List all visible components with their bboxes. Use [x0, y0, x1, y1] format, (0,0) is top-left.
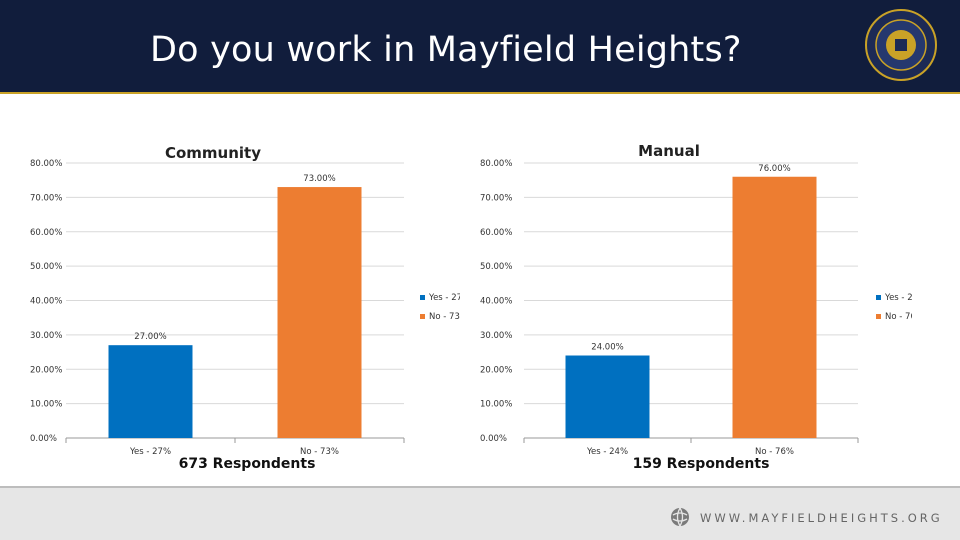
- x-category-label: Yes - 27%: [129, 447, 171, 457]
- y-tick-label: 70.00%: [480, 193, 512, 203]
- y-tick-label: 30.00%: [30, 331, 62, 341]
- chart-community-svg: 0.00% 10.00% 20.00% 30.00% 40.00% 50.00% 60.00…: [30, 159, 470, 457]
- bar: [565, 355, 650, 438]
- chart-manual-svg: 0.00% 10.00% 20.00% 30.00% 40.00% 50.00% 60.00…: [480, 159, 926, 457]
- x-category-label: Yes - 24%: [586, 447, 628, 457]
- y-tick-label: 80.00%: [30, 159, 62, 169]
- y-tick-label: 10.00%: [480, 400, 512, 410]
- slide-title: Do you work in Mayfield Heights?: [150, 30, 742, 70]
- chart-community: 0.00% 10.00% 20.00% 30.00% 40.00% 50.00% 60.00…: [0, 130, 470, 480]
- legend-entry: No - 73%: [429, 312, 460, 322]
- data-label: 76.00%: [758, 164, 790, 174]
- x-category-label: No - 76%: [755, 447, 794, 457]
- x-category-label: No - 73%: [300, 447, 339, 457]
- globe-icon: [671, 507, 689, 527]
- y-tick-label: 50.00%: [480, 262, 512, 272]
- legend-swatch: [876, 314, 881, 319]
- bar: [732, 176, 817, 438]
- legend-swatch: [420, 314, 425, 319]
- y-tick-label: 40.00%: [480, 297, 512, 307]
- data-label: 73.00%: [303, 174, 335, 184]
- data-label: 27.00%: [134, 332, 166, 342]
- y-tick-label: 80.00%: [480, 159, 512, 169]
- y-tick-label: 60.00%: [480, 228, 512, 238]
- y-tick-label: 0.00%: [30, 434, 57, 444]
- data-label: 24.00%: [591, 343, 623, 353]
- legend-entry: Yes - 24%: [884, 293, 912, 303]
- y-tick-label: 40.00%: [30, 297, 62, 307]
- legend-swatch: [876, 295, 881, 300]
- bar: [108, 345, 193, 438]
- footer-url[interactable]: WWW.MAYFIELDHEIGHTS.ORG: [700, 511, 943, 525]
- y-tick-label: 60.00%: [30, 228, 62, 238]
- footer-bar: [0, 488, 960, 540]
- footer-divider: [0, 486, 960, 488]
- chart-title: Community: [164, 144, 262, 162]
- y-tick-label: 20.00%: [30, 365, 62, 375]
- respondents-count: 159 Respondents: [632, 456, 770, 472]
- y-tick-label: 70.00%: [30, 193, 62, 203]
- y-tick-label: 50.00%: [30, 262, 62, 272]
- y-tick-label: 30.00%: [480, 331, 512, 341]
- legend-entry: Yes - 27%: [428, 293, 460, 303]
- city-seal-icon: [865, 9, 937, 81]
- legend-swatch: [420, 295, 425, 300]
- y-tick-label: 10.00%: [30, 400, 62, 410]
- respondents-count: 673 Respondents: [178, 456, 316, 472]
- chart-manual: 0.00% 10.00% 20.00% 30.00% 40.00% 50.00% 60.00…: [452, 130, 926, 480]
- header-bar: [0, 0, 960, 92]
- header-accent-line: [0, 92, 960, 94]
- y-tick-label: 0.00%: [480, 434, 507, 444]
- bar: [277, 187, 362, 438]
- y-tick-label: 20.00%: [480, 365, 512, 375]
- legend-entry: No - 76%: [885, 312, 912, 322]
- chart-title: Manual: [638, 142, 700, 160]
